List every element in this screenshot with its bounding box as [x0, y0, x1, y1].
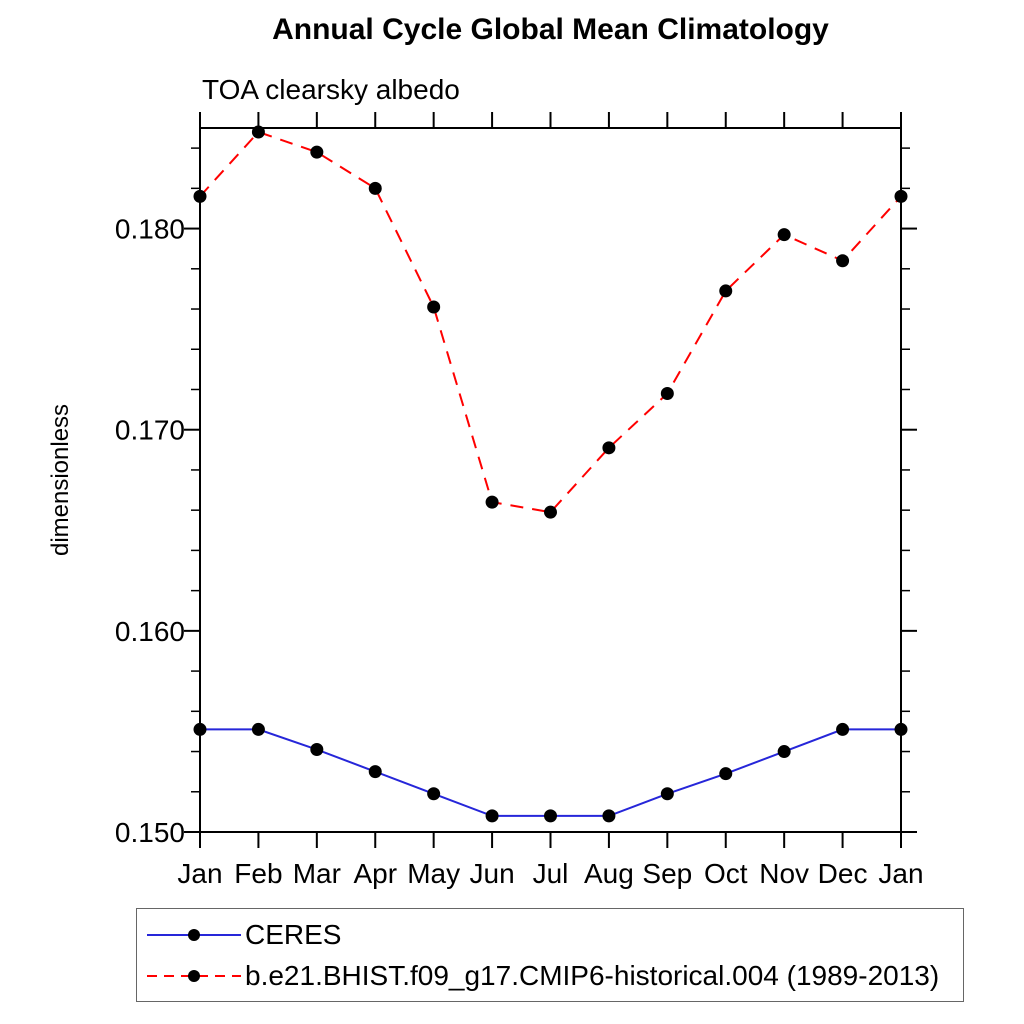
- data-point-marker: [836, 254, 850, 268]
- x-tick-label: Feb: [234, 858, 282, 889]
- data-point-marker: [251, 125, 265, 139]
- data-point-marker: [193, 189, 207, 203]
- data-point-marker: [310, 743, 324, 757]
- x-tick-label: Aug: [584, 858, 634, 889]
- x-tick-label: Jan: [177, 858, 222, 889]
- legend-item-ceres: CERES: [143, 914, 963, 955]
- data-point-marker: [719, 767, 733, 781]
- series-line-ceres: [200, 728, 901, 817]
- x-tick-label: May: [407, 858, 460, 889]
- x-tick-label: Jul: [533, 858, 569, 889]
- data-point-marker: [660, 387, 674, 401]
- legend-label-ceres: CERES: [245, 918, 342, 950]
- x-tick-label: Dec: [818, 858, 868, 889]
- data-point-marker: [544, 505, 557, 519]
- data-point-marker: [368, 765, 382, 779]
- series-line-model: [199, 130, 902, 514]
- chart-subtitle: TOA clearsky albedo: [202, 74, 460, 105]
- data-point-marker: [894, 722, 908, 736]
- x-tick-label: Jun: [470, 858, 515, 889]
- data-point-marker: [660, 787, 674, 801]
- legend-label-model: b.e21.BHIST.f09_g17.CMIP6-historical.004…: [245, 959, 940, 991]
- data-point-marker: [485, 809, 499, 823]
- y-axis-title: dimensionless: [47, 404, 74, 556]
- data-point-marker: [193, 722, 207, 736]
- data-point-marker: [427, 300, 441, 314]
- y-tick-label: 0.160: [115, 616, 185, 647]
- data-point-marker: [251, 722, 265, 736]
- legend-box: CERES b.e21.BHIST.f09_g17.CMIP6-historic…: [136, 908, 964, 1002]
- legend-swatch-dashed-line-icon: [147, 969, 241, 982]
- legend-item-model: b.e21.BHIST.f09_g17.CMIP6-historical.004…: [143, 955, 963, 996]
- data-point-marker: [894, 189, 908, 203]
- data-point-marker: [602, 441, 616, 455]
- data-point-marker: [368, 181, 382, 195]
- x-tick-label: Sep: [642, 858, 692, 889]
- y-tick-label: 0.170: [115, 415, 185, 446]
- data-point-marker: [836, 722, 850, 736]
- legend-swatch-solid-line-icon: [147, 928, 241, 941]
- x-tick-label: Mar: [293, 858, 341, 889]
- data-point-marker: [777, 745, 791, 759]
- x-tick-label: Oct: [704, 858, 748, 889]
- chart-title: Annual Cycle Global Mean Climatology: [272, 13, 829, 46]
- x-tick-label: Jan: [878, 858, 923, 889]
- data-point-marker: [719, 284, 733, 298]
- x-tick-label: Nov: [759, 858, 809, 889]
- data-point-marker: [777, 228, 791, 242]
- data-point-marker: [310, 145, 324, 159]
- data-point-marker: [485, 495, 499, 509]
- plot-frame: [199, 127, 902, 833]
- y-tick-label: 0.150: [115, 817, 185, 848]
- x-tick-label: Apr: [353, 858, 397, 889]
- data-point-marker: [427, 787, 441, 801]
- y-tick-label: 0.180: [115, 214, 185, 245]
- data-point-marker: [602, 809, 616, 823]
- data-point-marker: [544, 809, 557, 823]
